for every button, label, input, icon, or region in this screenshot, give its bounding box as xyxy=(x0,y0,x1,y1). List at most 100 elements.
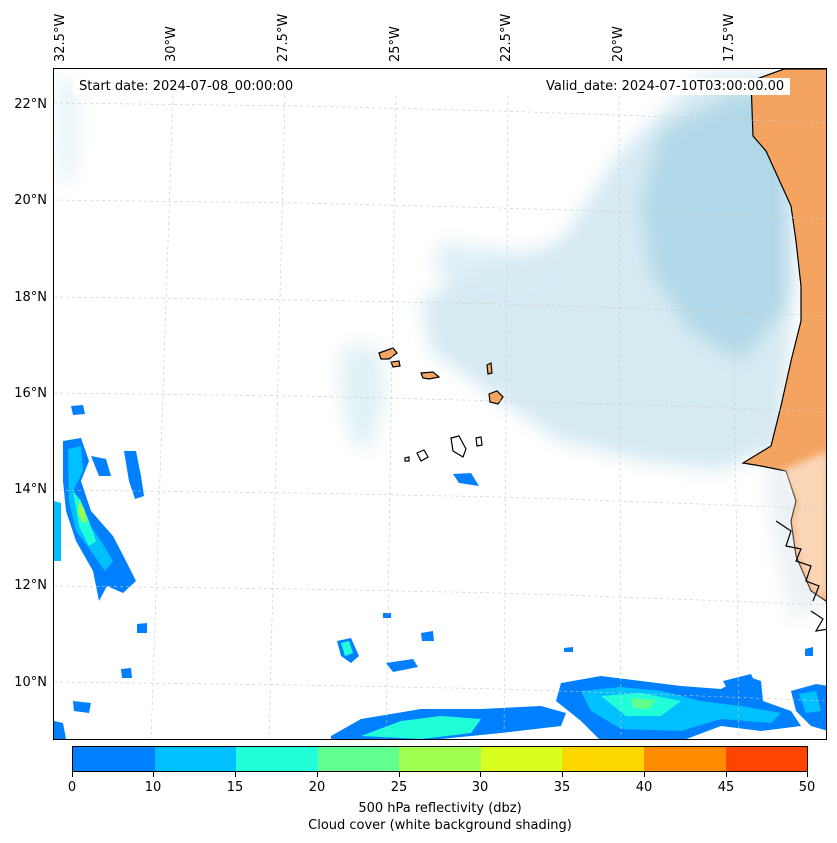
colorbar-ticklabel-40: 40 xyxy=(635,780,653,795)
gridline-lon-27-5w xyxy=(268,95,286,739)
island-brava xyxy=(404,456,410,462)
lon-label-17-5w: 17.5°W xyxy=(722,13,737,62)
colorbar-ticklabel-0: 0 xyxy=(67,780,77,795)
echo-west-edge xyxy=(54,501,61,561)
colorbar-tick-20 xyxy=(317,772,318,777)
cloud-core-east xyxy=(641,91,791,361)
gridline-lat-16n xyxy=(54,392,826,413)
echo-west-band-outer xyxy=(63,438,136,601)
lon-label-20w: 20°W xyxy=(611,26,626,62)
colorbar-tick-35 xyxy=(562,772,563,777)
colorbar-title: 500 hPa reflectivity (dbz) xyxy=(358,801,522,816)
island-sal xyxy=(486,362,493,375)
echo-central-blob xyxy=(386,659,418,672)
colorbar-ticklabel-30: 30 xyxy=(471,780,489,795)
cloud-streak-central xyxy=(431,241,561,301)
gridline-lon-30w xyxy=(150,95,174,739)
colorbar-tick-0 xyxy=(72,772,73,777)
lat-label-10n: 10°N xyxy=(14,675,47,690)
echo-southeast-band-peak xyxy=(631,698,656,709)
colorbar-ticklabel-15: 15 xyxy=(226,780,244,795)
colorbar-tick-30 xyxy=(480,772,481,777)
gridline-lat-10n xyxy=(54,681,826,702)
colorbar-segment-6 xyxy=(562,747,644,771)
cloud-cover-shading xyxy=(56,73,826,621)
colorbar-segment-2 xyxy=(236,747,318,771)
echo-small-4 xyxy=(564,647,573,652)
echo-west-blob-north xyxy=(71,405,85,415)
colorbar-segment-0 xyxy=(73,747,155,771)
reflectivity-shading xyxy=(54,405,826,739)
gridline-lat-18n xyxy=(54,296,826,317)
echo-small-3 xyxy=(383,613,391,618)
gridline-lat-12n xyxy=(54,585,826,606)
colorbar-segment-5 xyxy=(480,747,563,771)
colorbar-tick-50 xyxy=(807,772,808,777)
colorbar-tick-25 xyxy=(399,772,400,777)
colorbar-tick-40 xyxy=(644,772,645,777)
coast-detail-bissau xyxy=(810,610,826,632)
colorbar-tick-15 xyxy=(235,772,236,777)
colorbar-segment-3 xyxy=(317,747,400,771)
colorbar-segment-4 xyxy=(399,747,481,771)
map-panel: Start date: 2024-07-08_00:00:00 Valid_da… xyxy=(53,68,827,740)
cloud-patch-west-island xyxy=(339,346,386,451)
echo-southwest-edge xyxy=(54,721,66,739)
colorbar-ticklabel-50: 50 xyxy=(798,780,816,795)
echo-west-streak xyxy=(124,451,144,499)
cloud-patch-far-west xyxy=(56,81,81,191)
echo-west-band-mid xyxy=(68,446,113,571)
echo-southwest-3 xyxy=(137,623,147,633)
colorbar-segment-7 xyxy=(643,747,726,771)
echo-east-edge-core xyxy=(799,691,821,713)
echo-south-band-core xyxy=(361,716,481,739)
lat-label-20n: 20°N xyxy=(14,193,47,208)
gridline-lat-14n xyxy=(54,489,826,510)
lat-label-12n: 12°N xyxy=(14,578,47,593)
gridline-lon-25w xyxy=(385,95,397,739)
colorbar-ticklabel-45: 45 xyxy=(717,780,735,795)
map-canvas xyxy=(54,69,826,739)
echo-southwest-2 xyxy=(121,668,132,678)
colorbar-subtitle: Cloud cover (white background shading) xyxy=(308,818,572,833)
colorbar-ticklabel-10: 10 xyxy=(144,780,162,795)
island-sao-nicolau xyxy=(420,371,441,380)
colorbar-tick-10 xyxy=(153,772,154,777)
echo-near-islands xyxy=(453,473,479,486)
graticule xyxy=(54,95,826,739)
africa-land xyxy=(741,69,826,632)
lon-label-32-5w: 32.5°W xyxy=(53,13,68,62)
island-fogo xyxy=(416,449,429,462)
echo-west-band-peak xyxy=(78,501,87,523)
colorbar-ticklabel-25: 25 xyxy=(390,780,408,795)
colorbar-tick-45 xyxy=(726,772,727,777)
lat-label-14n: 14°N xyxy=(14,482,47,497)
echo-central-south-core xyxy=(341,641,353,656)
gridline-lat-22n xyxy=(54,102,826,124)
coast-detail-guinea xyxy=(775,520,820,602)
island-sao-vicente xyxy=(390,360,401,368)
cape-verde-islands xyxy=(378,347,504,462)
lat-label-22n: 22°N xyxy=(14,97,47,112)
island-santo-antao xyxy=(378,347,398,360)
gridline-lat-20n xyxy=(54,199,826,220)
colorbar-segment-8 xyxy=(725,747,808,771)
lon-label-22-5w: 22.5°W xyxy=(499,13,514,62)
lon-label-27-5w: 27.5°W xyxy=(276,13,291,62)
gridline-lon-22-5w xyxy=(503,95,509,739)
lon-label-30w: 30°W xyxy=(164,26,179,62)
echo-small-2 xyxy=(805,647,813,656)
lon-label-25w: 25°W xyxy=(388,26,403,62)
echo-southeast-blob xyxy=(723,674,759,696)
island-maio xyxy=(475,436,483,447)
echo-southwest-1 xyxy=(73,701,91,713)
echo-west-blob-small xyxy=(91,456,111,476)
lat-label-16n: 16°N xyxy=(14,386,47,401)
valid-date-label: Valid_date: 2024-07-10T03:00:00.00 xyxy=(540,78,791,95)
reflectivity-colorbar xyxy=(72,746,808,772)
colorbar-ticklabel-35: 35 xyxy=(553,780,571,795)
colorbar-segment-1 xyxy=(154,747,237,771)
island-santiago xyxy=(450,435,467,458)
land-fade-south xyxy=(781,451,826,600)
lat-label-18n: 18°N xyxy=(14,290,47,305)
